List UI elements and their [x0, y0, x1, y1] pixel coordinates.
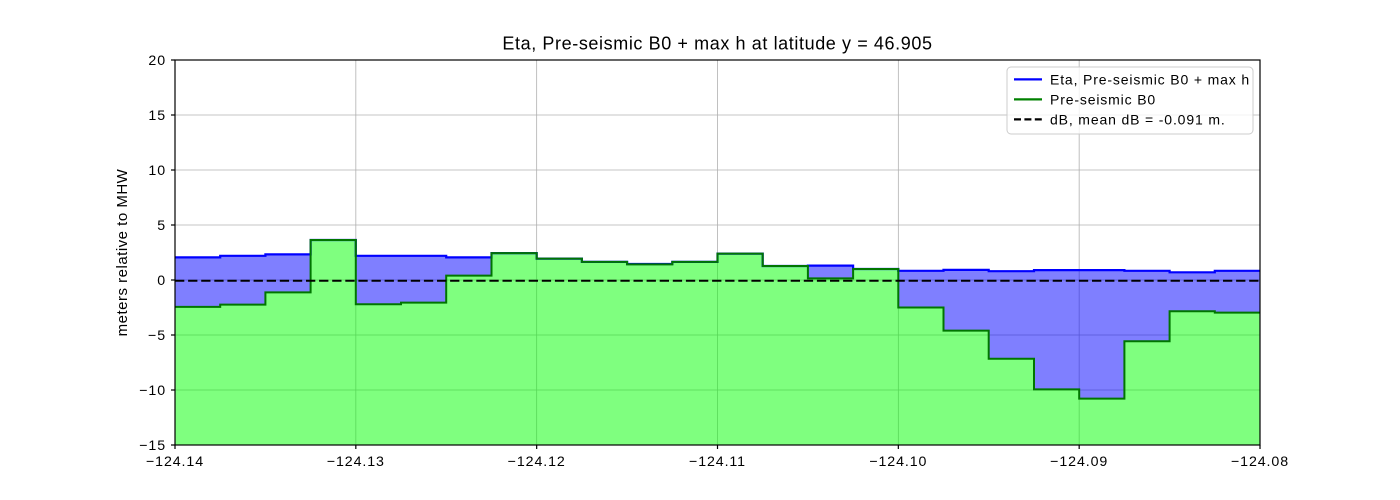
svg-text:−124.09: −124.09: [1050, 454, 1108, 470]
svg-text:−124.12: −124.12: [508, 454, 566, 470]
svg-text:−124.08: −124.08: [1231, 454, 1289, 470]
svg-text:−124.10: −124.10: [869, 454, 927, 470]
svg-text:dB, mean dB = -0.091 m.: dB, mean dB = -0.091 m.: [1050, 111, 1226, 127]
svg-text:5: 5: [157, 218, 166, 234]
svg-text:meters relative to MHW: meters relative to MHW: [114, 168, 131, 336]
svg-text:Eta, Pre-seismic B0 + max h at: Eta, Pre-seismic B0 + max h at latitude …: [502, 34, 932, 54]
svg-text:−124.14: −124.14: [146, 454, 204, 470]
svg-text:−5: −5: [148, 328, 166, 344]
svg-text:−124.13: −124.13: [327, 454, 385, 470]
svg-text:20: 20: [148, 53, 166, 69]
svg-text:15: 15: [148, 108, 166, 124]
svg-text:10: 10: [148, 163, 166, 179]
svg-text:−124.11: −124.11: [689, 454, 746, 470]
svg-text:−15: −15: [139, 438, 166, 454]
svg-text:Eta, Pre-seismic B0 + max h: Eta, Pre-seismic B0 + max h: [1050, 71, 1250, 87]
svg-text:Pre-seismic B0: Pre-seismic B0: [1050, 91, 1156, 107]
svg-text:−10: −10: [139, 383, 166, 399]
svg-text:0: 0: [157, 273, 166, 289]
